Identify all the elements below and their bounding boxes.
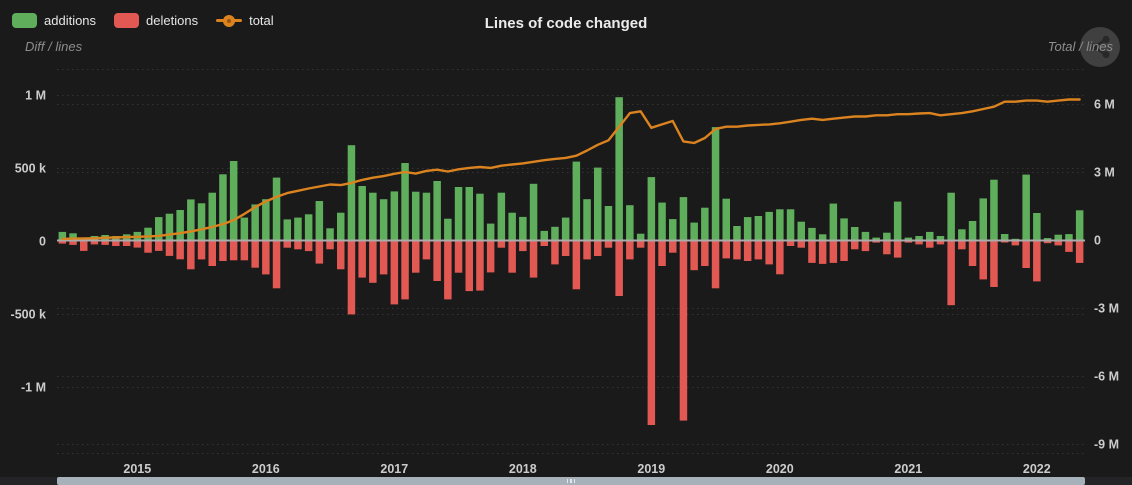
total-line: [61, 98, 1081, 241]
gridlines: [57, 69, 1085, 454]
right-axis-labels: 6 M 3 M 0 -3 M -6 M -9 M: [1094, 98, 1119, 452]
additions-series: [58, 97, 1084, 241]
share-icon: [1090, 35, 1110, 59]
svg-text:-500 k: -500 k: [11, 308, 46, 322]
svg-text:2018: 2018: [509, 462, 537, 476]
svg-text:2022: 2022: [1023, 462, 1051, 476]
svg-text:500 k: 500 k: [15, 162, 46, 176]
svg-text:-1 M: -1 M: [21, 381, 46, 395]
right-axis-name: Total / lines: [1047, 39, 1113, 54]
total-line-marker: [216, 13, 243, 28]
legend-label: deletions: [146, 13, 199, 28]
svg-text:3 M: 3 M: [1094, 166, 1115, 180]
legend: additions deletions total: [12, 13, 274, 28]
svg-text:2017: 2017: [380, 462, 408, 476]
scrollbar-grip-icon: [570, 479, 572, 483]
scrollbar-grip-icon: [573, 479, 576, 483]
svg-text:-6 M: -6 M: [1094, 370, 1119, 384]
left-axis-labels: 1 M 500 k 0 -500 k -1 M: [11, 89, 47, 395]
svg-text:0: 0: [39, 235, 46, 249]
chart-scrollbar-track[interactable]: [0, 477, 1132, 485]
legend-item-additions[interactable]: additions: [12, 13, 96, 28]
svg-text:2016: 2016: [252, 462, 280, 476]
svg-text:0: 0: [1094, 234, 1101, 248]
export-menu-button[interactable]: [1080, 27, 1120, 67]
svg-text:1 M: 1 M: [25, 89, 46, 103]
svg-text:2019: 2019: [637, 462, 665, 476]
svg-text:2021: 2021: [894, 462, 922, 476]
x-axis-year-labels: 2015 2016 2017 2018 2019 2020 2021 2022: [123, 462, 1050, 476]
deletions-series: [58, 241, 1084, 425]
svg-text:6 M: 6 M: [1094, 98, 1115, 112]
scrollbar-grip-icon: [566, 479, 569, 483]
chart-title: Lines of code changed: [484, 15, 648, 32]
legend-item-deletions[interactable]: deletions: [114, 13, 198, 28]
svg-text:2020: 2020: [766, 462, 794, 476]
svg-text:-9 M: -9 M: [1094, 438, 1119, 452]
legend-label: additions: [44, 13, 97, 28]
left-axis-name: Diff / lines: [25, 39, 83, 54]
svg-text:-3 M: -3 M: [1094, 302, 1119, 316]
svg-text:2015: 2015: [123, 462, 151, 476]
deletions-swatch: [114, 13, 140, 28]
additions-swatch: [12, 13, 37, 28]
legend-item-total[interactable]: total: [216, 13, 274, 28]
legend-label: total: [249, 13, 274, 28]
chart-scrollbar-thumb[interactable]: [57, 477, 1085, 485]
